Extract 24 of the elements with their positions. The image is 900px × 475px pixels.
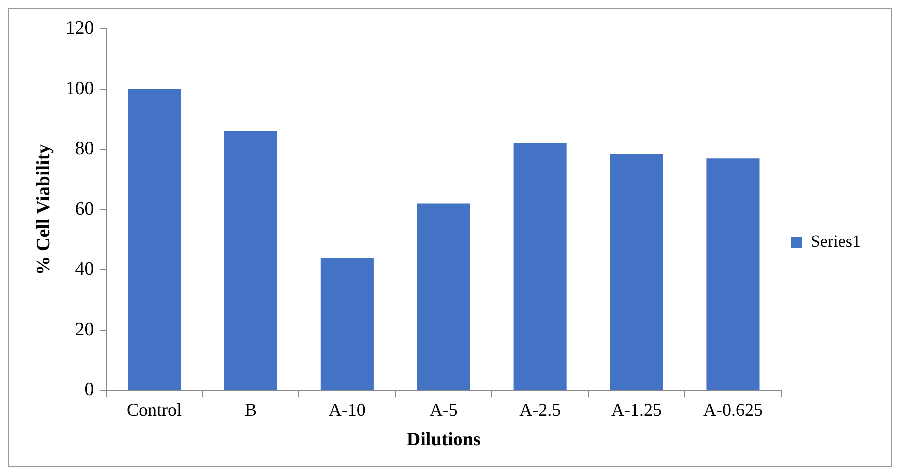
- bar: [128, 89, 182, 390]
- x-tick-label: A-2.5: [520, 400, 562, 420]
- x-tick-label: A-0.625: [703, 400, 763, 420]
- y-tick-label: 100: [66, 78, 94, 100]
- x-tick-label: A-1.25: [612, 400, 662, 420]
- x-tick-label: A-5: [430, 400, 458, 420]
- x-tick-label: Control: [127, 400, 182, 420]
- bar: [706, 158, 760, 390]
- legend-label: Series1: [810, 232, 861, 251]
- x-tick-label: A-10: [328, 400, 366, 420]
- y-tick-label: 60: [75, 198, 94, 220]
- bar: [417, 204, 470, 390]
- x-tick-label: B: [244, 400, 257, 420]
- y-axis-title: % Cell Viability: [33, 144, 54, 276]
- y-tick-label: 120: [66, 18, 94, 39]
- bar: [224, 131, 278, 390]
- y-tick-label: 20: [75, 319, 94, 340]
- bar: [610, 154, 664, 390]
- bar: [514, 144, 567, 390]
- y-tick-label: 80: [75, 138, 94, 160]
- y-tick-label: 40: [75, 259, 94, 280]
- y-tick-label: 0: [84, 380, 94, 401]
- bar: [320, 258, 374, 390]
- x-axis-title: Dilutions: [406, 430, 481, 451]
